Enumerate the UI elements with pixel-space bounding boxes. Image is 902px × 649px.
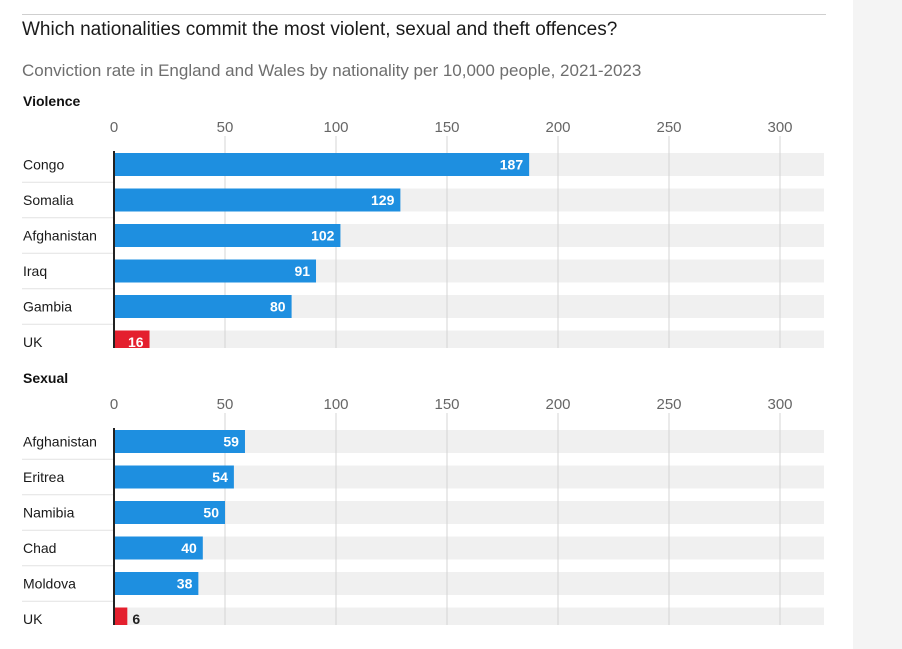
x-tick-label: 250 bbox=[656, 396, 681, 413]
value-label: 80 bbox=[270, 299, 286, 315]
category-label: Chad bbox=[23, 540, 56, 556]
x-tick-label: 200 bbox=[545, 119, 570, 136]
x-tick-label: 300 bbox=[767, 396, 792, 413]
category-label: Afghanistan bbox=[23, 434, 97, 450]
bar-track bbox=[114, 430, 824, 453]
x-tick-label: 100 bbox=[323, 119, 348, 136]
top-divider bbox=[22, 14, 826, 15]
category-label: Congo bbox=[23, 157, 64, 173]
category-label: UK bbox=[23, 611, 43, 625]
bar-track bbox=[114, 330, 824, 348]
bar bbox=[114, 295, 292, 318]
bar bbox=[114, 259, 317, 283]
sexual-chart: 0 50 100 150 200 250 300 Afghanistan 59 Eritrea 54… bbox=[22, 396, 824, 625]
violence-panel-title: Violence bbox=[23, 93, 81, 109]
bar bbox=[114, 465, 234, 489]
bar-track bbox=[114, 465, 824, 489]
bar bbox=[114, 153, 530, 176]
bar-track bbox=[114, 536, 824, 560]
category-label: Moldova bbox=[23, 576, 76, 592]
bar bbox=[114, 501, 225, 524]
bar-track bbox=[114, 572, 824, 595]
violence-chart: 0 50 100 150 200 250 300 Congo 187 Somalia 129 Afgh… bbox=[22, 119, 824, 348]
x-tick-label: 300 bbox=[767, 119, 792, 136]
category-label: Namibia bbox=[23, 505, 75, 521]
value-label: 38 bbox=[177, 576, 193, 592]
category-label: Eritrea bbox=[23, 469, 64, 485]
x-tick-label: 0 bbox=[110, 396, 118, 413]
bar-highlight bbox=[114, 607, 128, 625]
value-label: 91 bbox=[294, 263, 310, 279]
value-label: 6 bbox=[132, 611, 140, 625]
x-tick-label: 0 bbox=[110, 119, 118, 136]
value-label: 50 bbox=[203, 505, 219, 521]
bar-track bbox=[114, 501, 824, 524]
x-tick-label: 150 bbox=[434, 119, 459, 136]
x-tick-label: 150 bbox=[434, 396, 459, 413]
bar bbox=[114, 224, 341, 247]
bar bbox=[114, 536, 203, 560]
category-label: Iraq bbox=[23, 263, 47, 279]
value-label: 59 bbox=[223, 434, 239, 450]
category-label: UK bbox=[23, 334, 43, 348]
x-tick-label: 100 bbox=[323, 396, 348, 413]
chart-title: Which nationalities commit the most viol… bbox=[22, 19, 618, 40]
x-tick-label: 200 bbox=[545, 396, 570, 413]
category-label: Afghanistan bbox=[23, 228, 97, 244]
value-label: 54 bbox=[212, 469, 228, 485]
x-tick-label: 50 bbox=[217, 119, 234, 136]
bar bbox=[114, 188, 401, 212]
bar bbox=[114, 430, 245, 453]
x-tick-label: 250 bbox=[656, 119, 681, 136]
chart-subtitle: Conviction rate in England and Wales by … bbox=[22, 61, 642, 80]
x-tick-label: 50 bbox=[217, 396, 234, 413]
bar bbox=[114, 572, 199, 595]
value-label: 40 bbox=[181, 540, 197, 556]
bar-track bbox=[114, 607, 824, 625]
value-label: 129 bbox=[371, 192, 395, 208]
sexual-panel-title: Sexual bbox=[23, 370, 69, 386]
page-side-strip bbox=[853, 0, 902, 649]
bar-highlight bbox=[114, 330, 150, 348]
value-label: 187 bbox=[500, 157, 524, 173]
category-label: Somalia bbox=[23, 192, 74, 208]
value-label: 16 bbox=[128, 334, 144, 348]
value-label: 102 bbox=[311, 228, 335, 244]
category-label: Gambia bbox=[23, 299, 72, 315]
